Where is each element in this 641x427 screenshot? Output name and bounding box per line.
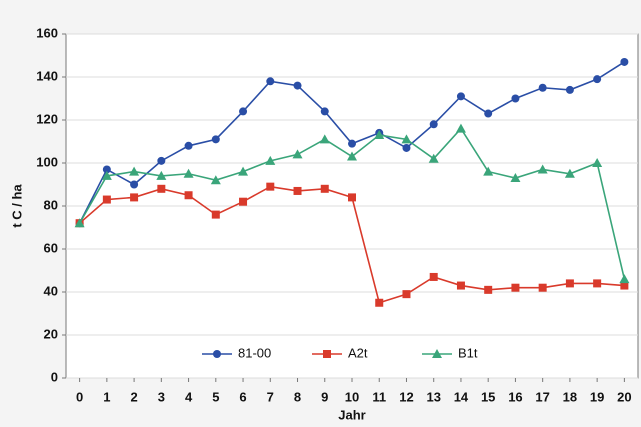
x-tick-label: 17	[535, 389, 549, 404]
marker	[347, 151, 357, 161]
marker	[239, 107, 248, 116]
y-tick-label: 100	[36, 154, 58, 169]
marker	[565, 85, 574, 94]
marker	[455, 123, 466, 133]
x-tick-label: 5	[212, 389, 219, 404]
y-tick-label: 120	[36, 111, 58, 126]
marker	[183, 168, 194, 178]
marker	[592, 158, 603, 167]
marker	[593, 75, 602, 84]
marker	[432, 349, 442, 358]
marker	[157, 156, 166, 165]
marker	[74, 218, 85, 228]
marker	[101, 170, 112, 180]
x-tick-label: 2	[130, 389, 137, 404]
marker	[619, 274, 630, 284]
x-tick-label: 9	[321, 389, 328, 404]
marker	[402, 290, 411, 299]
x-tick-label: 13	[426, 389, 440, 404]
marker	[538, 283, 547, 292]
marker	[211, 135, 220, 144]
marker	[265, 155, 276, 165]
marker	[129, 166, 140, 176]
marker	[320, 184, 329, 193]
x-tick-label: 7	[267, 389, 274, 404]
marker	[428, 153, 439, 163]
marker	[402, 143, 411, 152]
marker	[239, 197, 248, 206]
marker	[157, 184, 166, 193]
x-axis-label: Jahr	[338, 407, 365, 422]
y-tick-label: 0	[51, 369, 58, 384]
marker	[292, 149, 303, 159]
x-tick-label: 11	[372, 389, 386, 404]
y-tick-label: 20	[44, 326, 58, 341]
marker	[429, 120, 438, 129]
x-tick-label: 0	[76, 389, 83, 404]
marker	[620, 57, 629, 66]
marker	[510, 173, 521, 183]
x-tick-label: 6	[239, 389, 246, 404]
x-tick-label: 4	[185, 389, 193, 404]
x-tick-label: 10	[345, 389, 359, 404]
marker	[211, 210, 220, 219]
y-tick-label: 160	[36, 25, 58, 40]
marker	[484, 285, 493, 294]
x-tick-label: 18	[563, 389, 577, 404]
marker	[323, 350, 331, 358]
x-tick-label: 15	[481, 389, 495, 404]
marker	[102, 195, 111, 204]
marker	[511, 94, 520, 103]
marker	[266, 77, 275, 86]
x-tick-label: 3	[158, 389, 165, 404]
marker	[348, 139, 356, 148]
marker	[483, 166, 494, 176]
x-tick-label: 1	[103, 389, 110, 404]
x-tick-label: 19	[590, 389, 604, 404]
y-axis-label: t C / ha	[9, 184, 24, 228]
y-tick-label: 80	[44, 197, 58, 212]
marker	[564, 168, 575, 178]
marker	[293, 186, 302, 195]
marker	[565, 279, 574, 288]
marker	[184, 191, 193, 200]
marker	[429, 272, 438, 281]
marker	[348, 193, 356, 202]
marker	[456, 92, 465, 101]
marker	[620, 281, 629, 290]
marker	[293, 81, 302, 90]
marker	[456, 281, 465, 290]
marker	[266, 182, 275, 191]
marker	[238, 166, 249, 176]
marker	[210, 175, 221, 185]
legend-label: 81-00	[238, 345, 271, 360]
y-tick-label: 60	[44, 240, 58, 255]
x-tick-label: 14	[454, 389, 469, 404]
marker	[484, 109, 493, 118]
marker	[374, 130, 385, 140]
marker	[538, 83, 547, 92]
marker	[319, 134, 330, 144]
marker	[593, 279, 602, 288]
marker	[102, 165, 111, 174]
legend-label: A2t	[348, 345, 368, 360]
marker	[375, 298, 384, 307]
y-tick-label: 140	[36, 68, 58, 83]
marker	[130, 193, 139, 202]
marker	[537, 164, 548, 174]
x-tick-label: 16	[508, 389, 522, 404]
marker	[184, 141, 193, 150]
marker	[511, 283, 520, 292]
x-tick-label: 8	[294, 389, 301, 404]
marker	[401, 134, 412, 144]
marker	[156, 170, 167, 180]
x-tick-label: 12	[399, 389, 413, 404]
marker	[130, 180, 139, 189]
marker	[213, 350, 221, 358]
marker	[320, 107, 329, 116]
y-tick-label: 40	[44, 283, 58, 298]
legend-label: B1t	[458, 345, 478, 360]
x-tick-label: 20	[617, 389, 631, 404]
